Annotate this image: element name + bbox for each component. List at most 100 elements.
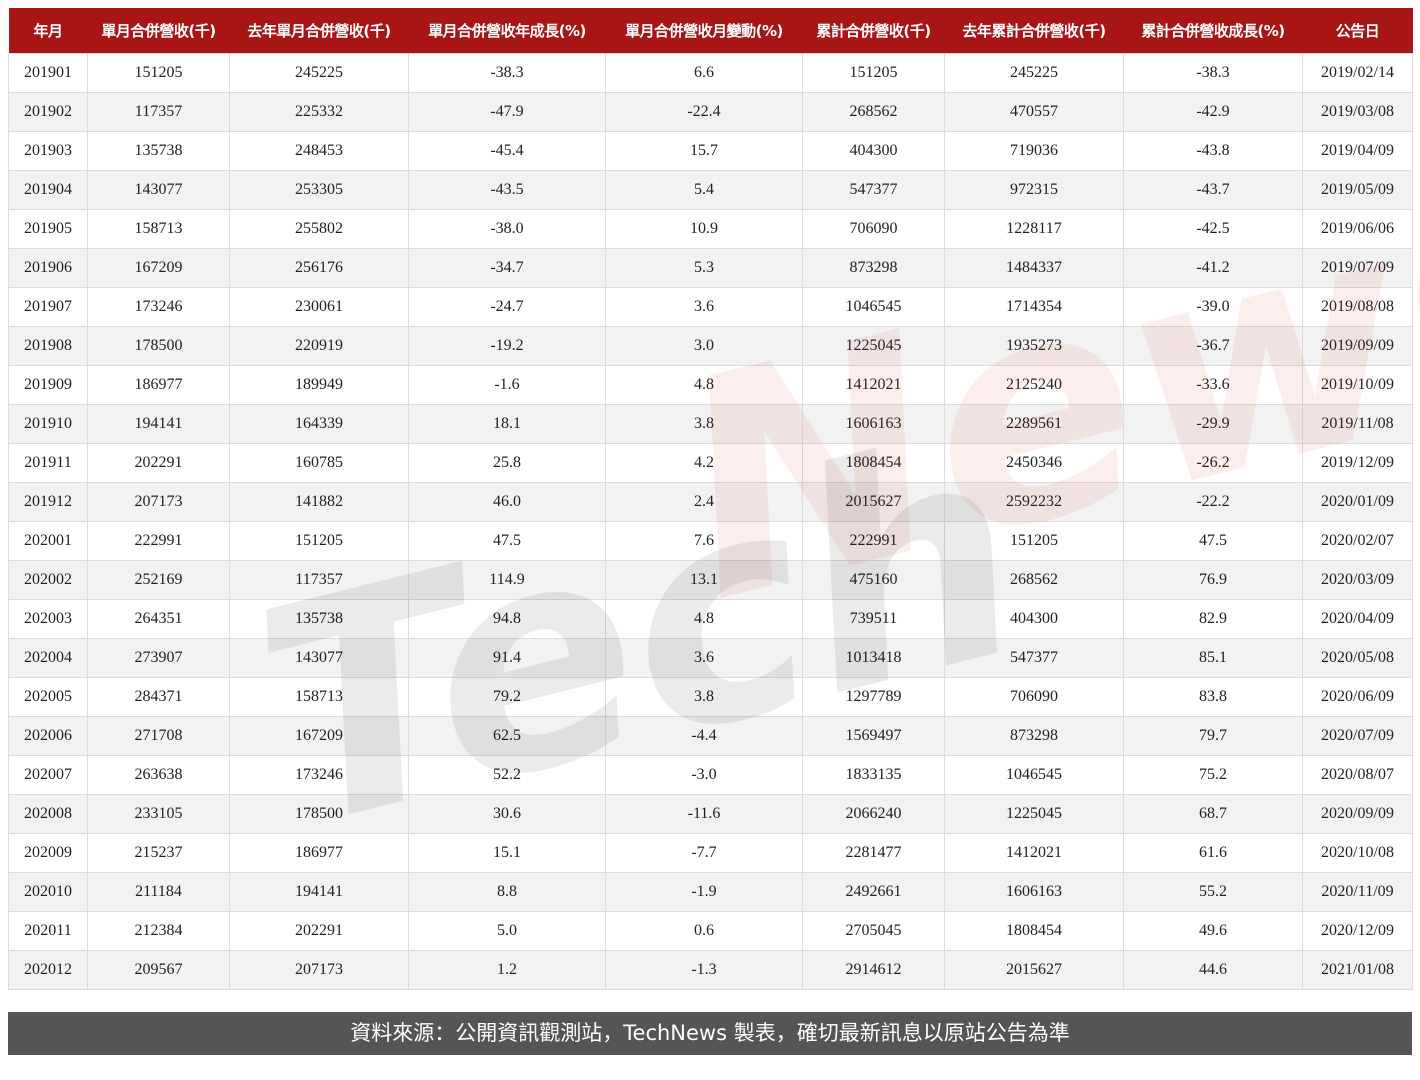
table-cell: 873298 bbox=[802, 248, 945, 288]
table-cell: 201908 bbox=[8, 326, 88, 366]
table-cell: 2019/09/09 bbox=[1302, 326, 1413, 366]
table-cell: 61.6 bbox=[1123, 833, 1303, 873]
table-cell: 114.9 bbox=[408, 560, 606, 600]
table-cell: 173246 bbox=[229, 755, 409, 795]
table-cell: 8.8 bbox=[408, 872, 606, 912]
table-cell: -33.6 bbox=[1123, 365, 1303, 405]
table-cell: 202006 bbox=[8, 716, 88, 756]
table-cell: 202291 bbox=[229, 911, 409, 951]
table-cell: 201903 bbox=[8, 131, 88, 171]
table-cell: 75.2 bbox=[1123, 755, 1303, 795]
table-cell: 30.6 bbox=[408, 794, 606, 834]
table-cell: 3.6 bbox=[605, 638, 803, 678]
column-header: 單月合併營收(千) bbox=[87, 8, 230, 54]
table-cell: 2020/10/08 bbox=[1302, 833, 1413, 873]
table-cell: 202007 bbox=[8, 755, 88, 795]
table-cell: -38.0 bbox=[408, 209, 606, 249]
table-cell: 83.8 bbox=[1123, 677, 1303, 717]
table-cell: 2289561 bbox=[944, 404, 1124, 444]
table-cell: 263638 bbox=[87, 755, 230, 795]
table-row: 201912 207173 141882 46.0 2.4 2015627 2592232-… bbox=[8, 482, 1413, 522]
table-cell: 55.2 bbox=[1123, 872, 1303, 912]
column-header: 累計合併營收成長(%) bbox=[1123, 8, 1303, 54]
table-cell: 201912 bbox=[8, 482, 88, 522]
table-cell: 178500 bbox=[229, 794, 409, 834]
column-header: 年月 bbox=[8, 8, 88, 54]
table-cell: 212384 bbox=[87, 911, 230, 951]
table-row: 202007 263638 173246 52.2 -3.0 1833135 1046545… bbox=[8, 755, 1413, 795]
table-cell: 2019/08/08 bbox=[1302, 287, 1413, 327]
table-cell: 215237 bbox=[87, 833, 230, 873]
table-cell: 2.4 bbox=[605, 482, 803, 522]
table-cell: 1225045 bbox=[944, 794, 1124, 834]
table-cell: 202011 bbox=[8, 911, 88, 951]
table-cell: 189949 bbox=[229, 365, 409, 405]
table-row: 201907 173246 230061 -24.7 3.6 1046545 1714354… bbox=[8, 287, 1413, 327]
table-cell: -47.9 bbox=[408, 92, 606, 132]
table-cell: 1412021 bbox=[802, 365, 945, 405]
table-cell: 5.0 bbox=[408, 911, 606, 951]
table-cell: 4.8 bbox=[605, 365, 803, 405]
table-cell: 202291 bbox=[87, 443, 230, 483]
table-cell: 3.8 bbox=[605, 404, 803, 444]
column-header: 單月合併營收年成長(%) bbox=[408, 8, 606, 54]
table-cell: 15.1 bbox=[408, 833, 606, 873]
table-row: 201906 167209 256176 -34.7 5.3 873298 1484337-… bbox=[8, 248, 1413, 288]
table-cell: -11.6 bbox=[605, 794, 803, 834]
table-cell: 117357 bbox=[87, 92, 230, 132]
table-cell: 141882 bbox=[229, 482, 409, 522]
table-cell: 202009 bbox=[8, 833, 88, 873]
table-cell: 2281477 bbox=[802, 833, 945, 873]
table-cell: 82.9 bbox=[1123, 599, 1303, 639]
column-header: 單月合併營收月變動(%) bbox=[605, 8, 803, 54]
table-cell: 2705045 bbox=[802, 911, 945, 951]
table-row: 202002 252169 117357 114.9 13.1 475160 268562 7… bbox=[8, 560, 1413, 600]
table-cell: 2019/10/09 bbox=[1302, 365, 1413, 405]
table-cell: 5.4 bbox=[605, 170, 803, 210]
table-cell: 873298 bbox=[944, 716, 1124, 756]
table-cell: 273907 bbox=[87, 638, 230, 678]
table-cell: 2020/02/07 bbox=[1302, 521, 1413, 561]
table-cell: 2019/11/08 bbox=[1302, 404, 1413, 444]
table-cell: 470557 bbox=[944, 92, 1124, 132]
table-cell: -22.2 bbox=[1123, 482, 1303, 522]
table-cell: 201904 bbox=[8, 170, 88, 210]
table-cell: 4.8 bbox=[605, 599, 803, 639]
table-cell: 2019/03/08 bbox=[1302, 92, 1413, 132]
table-cell: 202005 bbox=[8, 677, 88, 717]
table-cell: 404300 bbox=[944, 599, 1124, 639]
table-cell: 201905 bbox=[8, 209, 88, 249]
table-cell: 222991 bbox=[802, 521, 945, 561]
table-cell: 209567 bbox=[87, 950, 230, 990]
table-cell: 47.5 bbox=[1123, 521, 1303, 561]
table-cell: -43.5 bbox=[408, 170, 606, 210]
table-cell: 2021/01/08 bbox=[1302, 950, 1413, 990]
table-cell: 264351 bbox=[87, 599, 230, 639]
table-cell: -1.6 bbox=[408, 365, 606, 405]
table-cell: 2020/03/09 bbox=[1302, 560, 1413, 600]
table-cell: 62.5 bbox=[408, 716, 606, 756]
table-cell: -7.7 bbox=[605, 833, 803, 873]
table-cell: 173246 bbox=[87, 287, 230, 327]
table-cell: 94.8 bbox=[408, 599, 606, 639]
table-cell: 2020/08/07 bbox=[1302, 755, 1413, 795]
table-cell: 268562 bbox=[802, 92, 945, 132]
table-cell: 211184 bbox=[87, 872, 230, 912]
table-cell: 248453 bbox=[229, 131, 409, 171]
table-cell: 255802 bbox=[229, 209, 409, 249]
table-cell: 201910 bbox=[8, 404, 88, 444]
table-cell: 117357 bbox=[229, 560, 409, 600]
table-cell: -4.4 bbox=[605, 716, 803, 756]
table-cell: 253305 bbox=[229, 170, 409, 210]
table-cell: 15.7 bbox=[605, 131, 803, 171]
table-cell: 201901 bbox=[8, 53, 88, 93]
table-cell: 6.6 bbox=[605, 53, 803, 93]
table-cell: 46.0 bbox=[408, 482, 606, 522]
table-cell: -45.4 bbox=[408, 131, 606, 171]
table-cell: 220919 bbox=[229, 326, 409, 366]
table-cell: 2914612 bbox=[802, 950, 945, 990]
table-cell: 135738 bbox=[229, 599, 409, 639]
table-cell: 143077 bbox=[229, 638, 409, 678]
table-cell: -42.5 bbox=[1123, 209, 1303, 249]
table-row: 201911 202291 160785 25.8 4.2 1808454 2450346-… bbox=[8, 443, 1413, 483]
